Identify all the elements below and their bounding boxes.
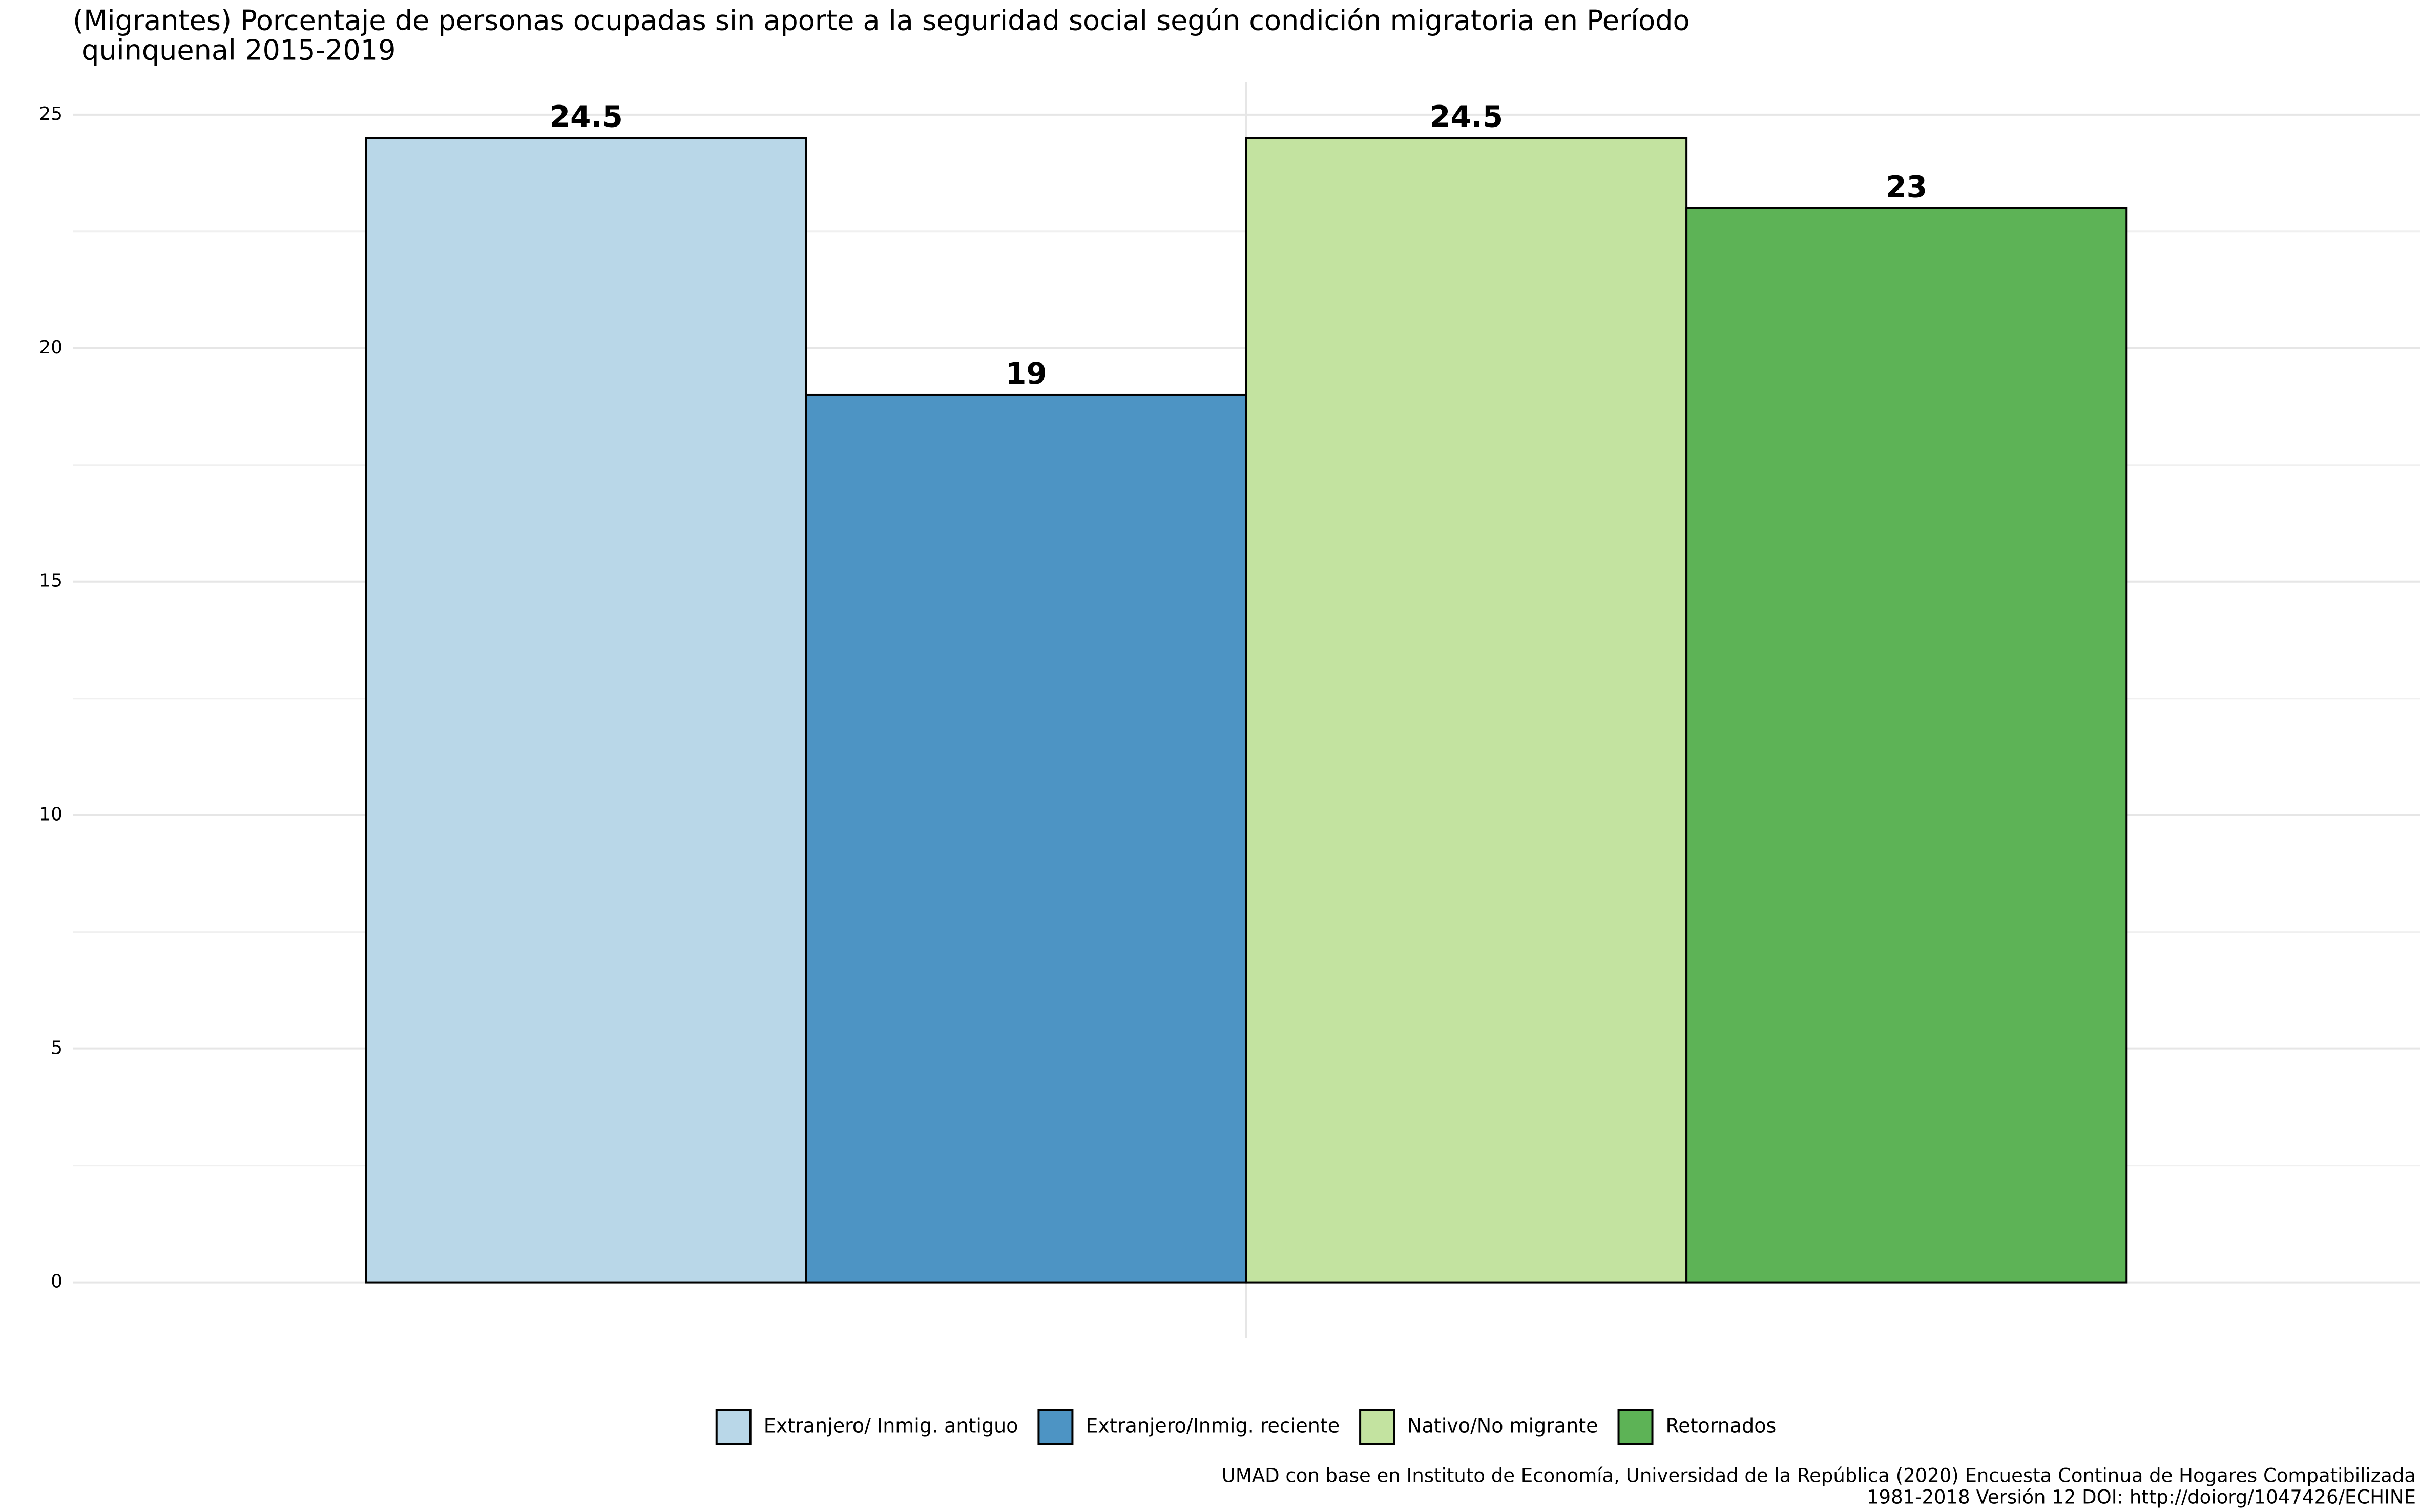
legend-label: Extranjero/ Inmig. antiguo: [764, 1415, 1018, 1437]
y-tick-label: 0: [51, 1271, 62, 1292]
bar: [805, 393, 1247, 1284]
legend-key: [1359, 1409, 1395, 1445]
legend: Extranjero/ Inmig. antiguo Extranjero/Inm…: [715, 1409, 1777, 1445]
chart-title: (Migrantes) Porcentaje de personas ocupa…: [73, 5, 1690, 37]
y-tick-label: 25: [39, 103, 62, 124]
value-label: 19: [1006, 356, 1047, 391]
chart-title: quinquenal 2015-2019: [73, 34, 395, 67]
caption: 1981-2018 Versión 12 DOI: http://doiorg/…: [1867, 1486, 2416, 1508]
bar: [1245, 137, 1688, 1284]
y-tick-label: 10: [39, 804, 62, 825]
value-label: 23: [1886, 169, 1927, 204]
y-tick-label: 15: [39, 571, 62, 592]
legend-label: Extranjero/Inmig. reciente: [1086, 1415, 1340, 1437]
y-tick-label: 20: [39, 337, 62, 358]
legend-key: [715, 1409, 752, 1445]
value-label: 24.5: [1430, 99, 1503, 134]
caption: UMAD con base en Instituto de Economía, …: [1222, 1465, 2416, 1487]
legend-label: Retornados: [1666, 1415, 1777, 1437]
value-label: 24.5: [550, 99, 623, 134]
bar: [1685, 207, 2128, 1284]
y-tick-label: 5: [51, 1038, 62, 1059]
legend-key: [1037, 1409, 1074, 1445]
bar: [365, 137, 807, 1284]
legend-key: [1617, 1409, 1654, 1445]
legend-label: Nativo/No migrante: [1407, 1415, 1598, 1437]
